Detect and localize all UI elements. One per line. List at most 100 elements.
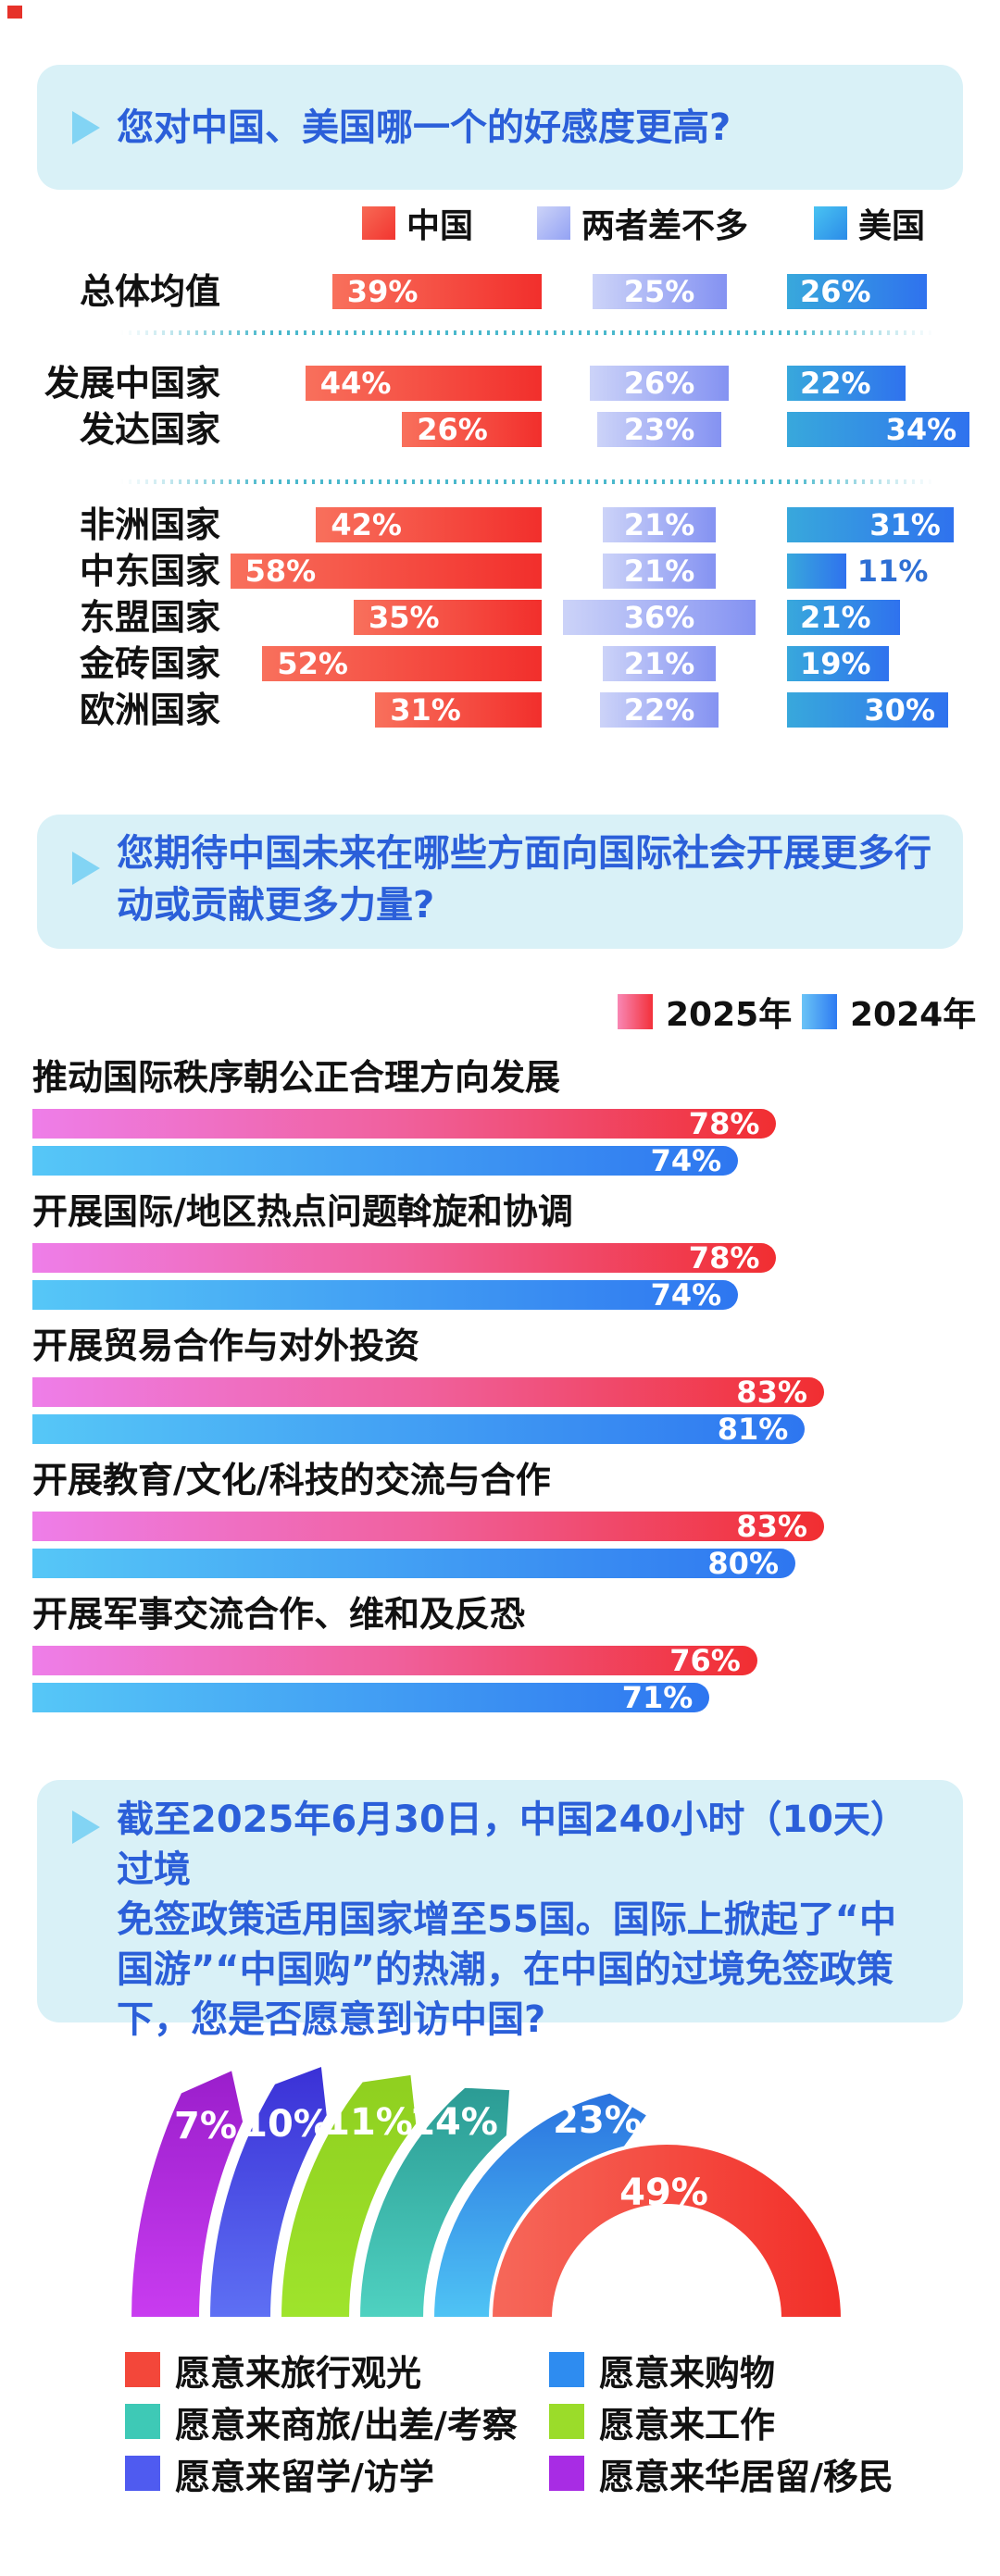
bar-value: 80% bbox=[707, 1546, 779, 1581]
neither-bar: 26% bbox=[589, 366, 730, 401]
year-2025-swatch-icon bbox=[618, 994, 653, 1029]
neither-bar: 36% bbox=[562, 600, 756, 635]
bar-value: 26% bbox=[623, 366, 695, 401]
legend-neither-label: 两者差不多 bbox=[581, 207, 749, 245]
slice-work bbox=[278, 2071, 420, 2321]
chart1-row: 金砖国家 52% 21% 19% bbox=[0, 646, 1000, 681]
legend-shopping: 愿意来购物 bbox=[549, 2351, 775, 2394]
china-bar: 52% bbox=[262, 646, 542, 681]
bar-2024: 74% bbox=[32, 1146, 739, 1176]
bar-value: 83% bbox=[736, 1375, 807, 1410]
item-label: 开展军事交流合作、维和及反恐 bbox=[32, 1594, 526, 1635]
question-3-line4: 下，您是否愿意到访中国? bbox=[117, 1998, 546, 2041]
item-label: 推动国际秩序朝公正合理方向发展 bbox=[32, 1057, 561, 1098]
legend-tourism: 愿意来旅行观光 bbox=[125, 2351, 421, 2394]
business-swatch-icon bbox=[125, 2404, 160, 2439]
legend-2025: 2025年 bbox=[618, 994, 792, 1034]
legend-china-label: 中国 bbox=[406, 207, 474, 245]
neither-bar: 21% bbox=[603, 554, 716, 589]
chart1-row: 欧洲国家 31% 22% 30% bbox=[0, 692, 1000, 728]
chart1-row: 非洲国家 42% 21% 31% bbox=[0, 507, 1000, 542]
category-label: 非洲国家 bbox=[79, 504, 220, 545]
question-2-line1: 您期待中国未来在哪些方面向国际社会开展更多行 bbox=[117, 832, 931, 875]
china-bar: 44% bbox=[305, 366, 542, 401]
bar-value: 52% bbox=[277, 646, 348, 681]
usa-bar: 26% bbox=[787, 274, 927, 309]
bar-2024: 81% bbox=[32, 1412, 806, 1447]
question-3-line2: 免签政策适用国家增至55国。国际上掀起了“中 bbox=[117, 1898, 896, 1941]
slice-value: 49% bbox=[619, 2172, 708, 2214]
shopping-swatch-icon bbox=[549, 2352, 584, 2387]
chart2-item: 开展国际/地区热点问题斡旋和协调 78% 74% bbox=[0, 1191, 1000, 1326]
bar-value: 31% bbox=[869, 507, 941, 542]
bar-value: 78% bbox=[688, 1106, 760, 1141]
dotted-separator bbox=[120, 479, 935, 484]
bar-value: 21% bbox=[800, 600, 871, 635]
legend-label: 愿意来购物 bbox=[599, 2352, 776, 2394]
legend-neither: 两者差不多 bbox=[537, 205, 748, 245]
china-swatch-icon bbox=[362, 206, 395, 240]
item-label: 开展贸易合作与对外投资 bbox=[32, 1325, 420, 1366]
question-box-2: 您期待中国未来在哪些方面向国际社会开展更多行 动或贡献更多力量? bbox=[37, 815, 963, 949]
slice-business bbox=[356, 2084, 514, 2321]
category-label: 发达国家 bbox=[79, 409, 220, 450]
slice-study bbox=[206, 2062, 331, 2321]
legend-usa: 美国 bbox=[814, 205, 925, 245]
slice-value: 23% bbox=[553, 2099, 642, 2142]
category-label: 欧洲国家 bbox=[79, 690, 220, 730]
bar-value: 21% bbox=[623, 507, 695, 542]
usa-bar: 21% bbox=[787, 600, 900, 635]
question-box-1: 您对中国、美国哪一个的好感度更高? bbox=[37, 65, 963, 190]
bar-value: 21% bbox=[623, 646, 695, 681]
usa-bar: 30% bbox=[787, 692, 948, 728]
neither-bar: 22% bbox=[600, 692, 719, 728]
bar-value: 39% bbox=[346, 274, 419, 309]
bar-2025: 78% bbox=[32, 1243, 777, 1273]
bar-value: 36% bbox=[623, 600, 695, 635]
tourism-swatch-icon bbox=[125, 2352, 160, 2387]
immigration-swatch-icon bbox=[549, 2456, 584, 2491]
bar-2025: 76% bbox=[32, 1646, 757, 1675]
study-swatch-icon bbox=[125, 2456, 160, 2491]
chart2-item: 推动国际秩序朝公正合理方向发展 78% 74% bbox=[0, 1057, 1000, 1192]
bar-value: 81% bbox=[717, 1412, 789, 1447]
bar-value: 74% bbox=[650, 1277, 722, 1313]
legend-label: 愿意来商旅/出差/考察 bbox=[175, 2404, 518, 2445]
bar-value: 30% bbox=[864, 692, 935, 728]
bar-value: 76% bbox=[669, 1643, 741, 1678]
legend-study: 愿意来留学/访学 bbox=[125, 2455, 434, 2497]
neither-bar: 21% bbox=[603, 646, 716, 681]
bar-value: 23% bbox=[623, 412, 695, 447]
bar-value: 42% bbox=[331, 507, 402, 542]
question-3-line1: 截至2025年6月30日，中国240小时（10天）过境 bbox=[117, 1798, 907, 1891]
question-2-line2: 动或贡献更多力量? bbox=[117, 884, 435, 927]
legend-label: 愿意来华居留/移民 bbox=[599, 2456, 894, 2497]
bar-value: 34% bbox=[885, 412, 957, 447]
bar-value: 31% bbox=[390, 692, 461, 728]
legend-2024: 2024年 bbox=[802, 994, 976, 1034]
china-bar: 58% bbox=[230, 554, 542, 589]
legend-2025-label: 2025年 bbox=[666, 996, 793, 1034]
question-3-title: 截至2025年6月30日，中国240小时（10天）过境 免签政策适用国家增至55… bbox=[117, 1795, 935, 2045]
triangle-bullet-icon bbox=[72, 111, 100, 144]
bar-value: 22% bbox=[800, 366, 871, 401]
china-bar: 35% bbox=[354, 600, 542, 635]
chart2-item: 开展教育/文化/科技的交流与合作 83% 80% bbox=[0, 1460, 1000, 1595]
bar-value: 21% bbox=[623, 554, 695, 589]
category-label: 东盟国家 bbox=[79, 597, 220, 638]
usa-swatch-icon bbox=[814, 206, 847, 240]
neither-bar: 25% bbox=[592, 274, 727, 309]
triangle-bullet-icon bbox=[72, 852, 100, 885]
dotted-separator bbox=[120, 330, 935, 335]
bar-value: 22% bbox=[623, 692, 695, 728]
legend-usa-label: 美国 bbox=[858, 207, 926, 245]
slice-immigration bbox=[128, 2066, 247, 2321]
usa-bar: 22% bbox=[787, 366, 906, 401]
chart1-row: 总体均值 39% 25% 26% bbox=[0, 274, 1000, 309]
china-bar: 31% bbox=[375, 692, 542, 728]
chart1-row: 中东国家 58% 21% 11% bbox=[0, 554, 1000, 589]
slice-value: 7% bbox=[174, 2105, 237, 2147]
legend-label: 愿意来工作 bbox=[599, 2404, 776, 2445]
bar-value: 26% bbox=[417, 412, 488, 447]
